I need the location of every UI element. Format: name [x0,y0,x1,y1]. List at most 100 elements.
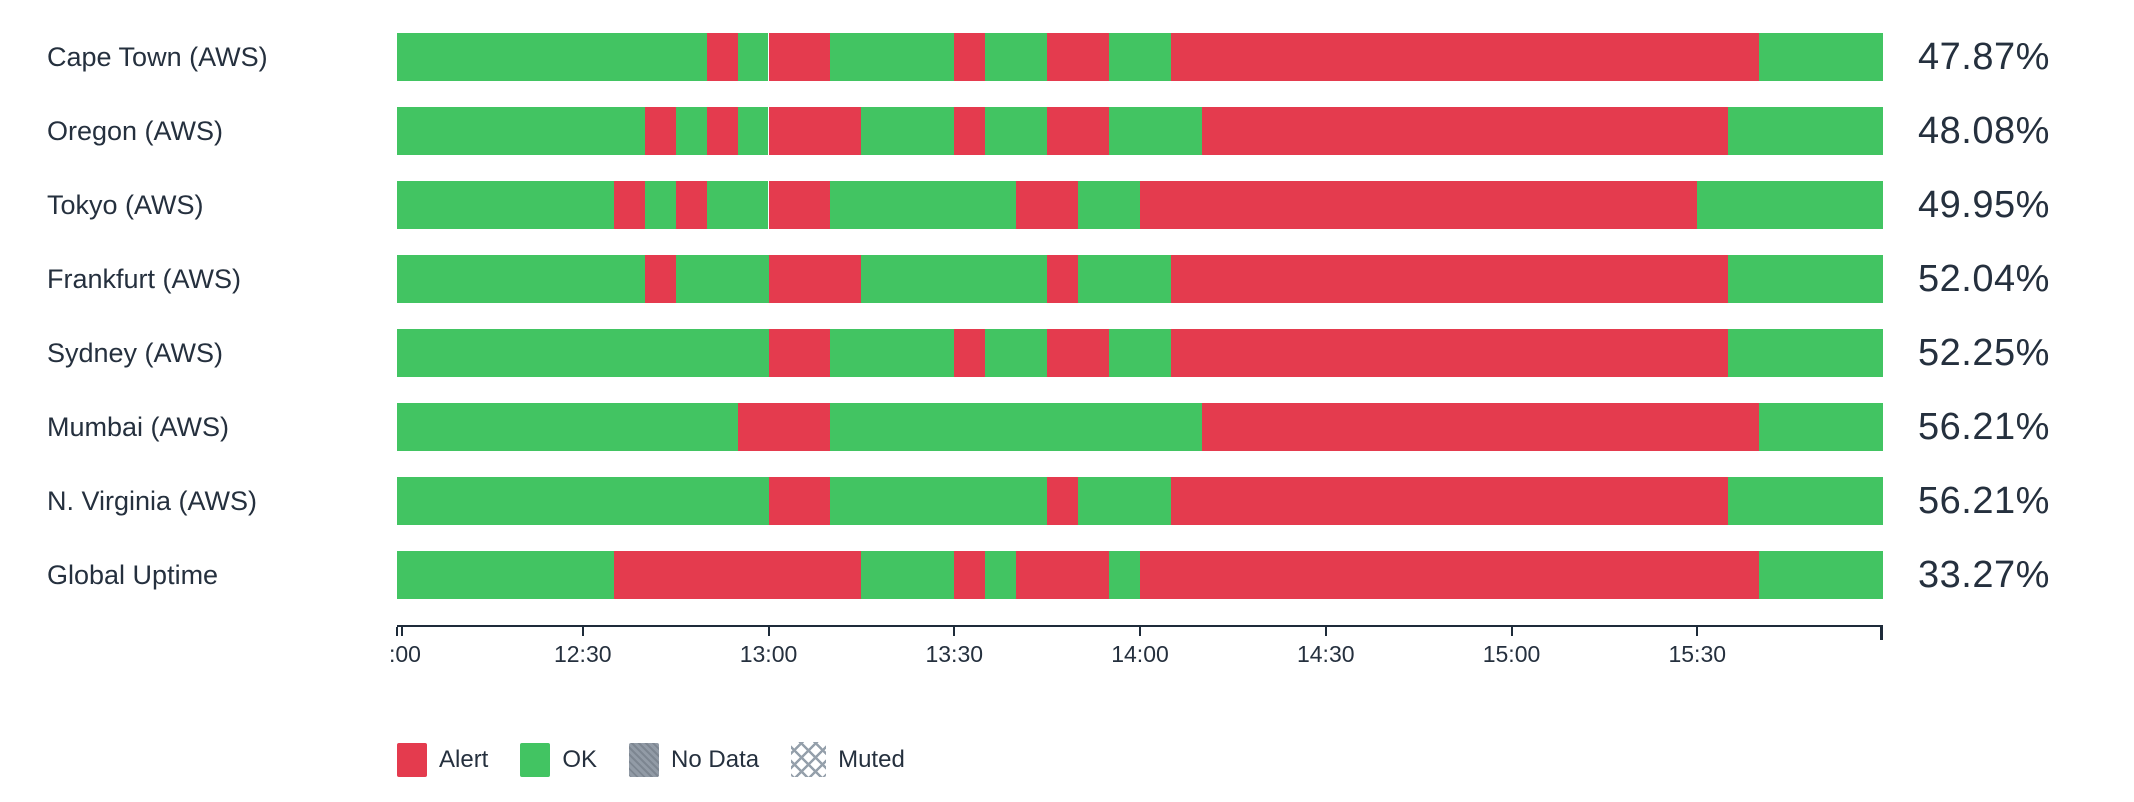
segment-ok[interactable] [1759,551,1883,599]
segment-ok[interactable] [397,107,645,155]
segment-alert[interactable] [1170,33,1760,81]
segment-ok[interactable] [861,551,955,599]
status-bar[interactable] [397,33,1883,81]
segment-ok[interactable] [1728,255,1883,303]
legend-label: No Data [671,745,760,773]
uptime-value: 52.04% [1918,257,2050,300]
segment-ok[interactable] [985,551,1017,599]
segment-alert[interactable] [1047,329,1110,377]
segment-alert[interactable] [768,329,831,377]
segment-alert[interactable] [954,329,986,377]
segment-ok[interactable] [1109,33,1171,81]
status-row: N. Virginia (AWS) 56.21% [0,477,2134,525]
segment-alert[interactable] [1016,181,1079,229]
segment-ok[interactable] [1078,181,1140,229]
segment-ok[interactable] [397,255,645,303]
axis-tick-label: 15:00 [1482,641,1541,667]
segment-alert[interactable] [1170,255,1729,303]
segment-ok[interactable] [397,33,707,81]
segment-ok[interactable] [675,107,707,155]
segment-ok[interactable] [397,329,769,377]
segment-ok[interactable] [830,329,955,377]
segment-ok[interactable] [1109,329,1171,377]
segment-alert[interactable] [768,107,862,155]
segment-ok[interactable] [1697,181,1883,229]
segment-alert[interactable] [1170,329,1729,377]
segment-ok[interactable] [737,33,769,81]
status-bar[interactable] [397,255,1883,303]
segment-alert[interactable] [1016,551,1110,599]
axis-tick-label: 13:30 [925,641,984,667]
segment-alert[interactable] [954,551,986,599]
legend-item-no_data[interactable]: No Data [629,742,760,777]
segment-alert[interactable] [706,107,738,155]
status-bar[interactable] [397,403,1883,451]
segment-alert[interactable] [768,255,862,303]
segment-alert[interactable] [954,33,986,81]
segment-alert[interactable] [954,107,986,155]
segment-alert[interactable] [1140,181,1698,229]
segment-alert[interactable] [1201,403,1760,451]
legend-item-ok[interactable]: OK [520,742,597,777]
segment-alert[interactable] [768,477,831,525]
segment-ok[interactable] [1728,107,1883,155]
segment-ok[interactable] [1078,477,1171,525]
status-row: Oregon (AWS) 48.08% [0,107,2134,155]
uptime-value: 52.25% [1918,331,2050,374]
axis-tick-label: :00 [389,641,421,667]
status-bar[interactable] [397,181,1883,229]
segment-alert[interactable] [1047,33,1110,81]
segment-ok[interactable] [397,551,614,599]
legend-item-alert[interactable]: Alert [397,742,488,777]
segment-alert[interactable] [1047,107,1110,155]
segment-alert[interactable] [1170,477,1729,525]
segment-alert[interactable] [644,107,676,155]
segment-ok[interactable] [830,477,1048,525]
status-bar[interactable] [397,551,1883,599]
segment-ok[interactable] [1728,477,1883,525]
segment-ok[interactable] [861,107,955,155]
segment-ok[interactable] [985,33,1048,81]
axis-edge-tick [401,627,404,636]
segment-ok[interactable] [1109,107,1202,155]
axis-tick [1696,627,1699,636]
axis-tick [953,627,956,636]
segment-ok[interactable] [830,403,1202,451]
segment-alert[interactable] [768,33,831,81]
legend-item-muted[interactable]: Muted [791,742,905,777]
status-bar[interactable] [397,477,1883,525]
segment-alert[interactable] [1201,107,1729,155]
segment-alert[interactable] [706,33,738,81]
segment-ok[interactable] [706,181,769,229]
segment-ok[interactable] [1759,403,1883,451]
segment-ok[interactable] [644,181,676,229]
status-bar[interactable] [397,329,1883,377]
segment-alert[interactable] [1047,255,1079,303]
uptime-value: 49.95% [1918,183,2050,226]
status-bar[interactable] [397,107,1883,155]
alert-swatch-icon [397,742,427,777]
segment-ok[interactable] [985,329,1048,377]
segment-ok[interactable] [737,107,769,155]
segment-ok[interactable] [1109,551,1140,599]
segment-ok[interactable] [830,181,1017,229]
segment-alert[interactable] [737,403,831,451]
segment-ok[interactable] [1728,329,1883,377]
segment-alert[interactable] [1047,477,1079,525]
segment-ok[interactable] [985,107,1048,155]
segment-alert[interactable] [644,255,676,303]
segment-ok[interactable] [675,255,769,303]
segment-ok[interactable] [397,181,614,229]
segment-alert[interactable] [613,181,645,229]
segment-ok[interactable] [1759,33,1883,81]
segment-alert[interactable] [768,181,831,229]
segment-ok[interactable] [1078,255,1171,303]
segment-ok[interactable] [397,477,769,525]
segment-alert[interactable] [613,551,862,599]
segment-alert[interactable] [1140,551,1760,599]
segment-alert[interactable] [675,181,707,229]
segment-ok[interactable] [830,33,955,81]
segment-ok[interactable] [397,403,738,451]
segment-ok[interactable] [861,255,1048,303]
